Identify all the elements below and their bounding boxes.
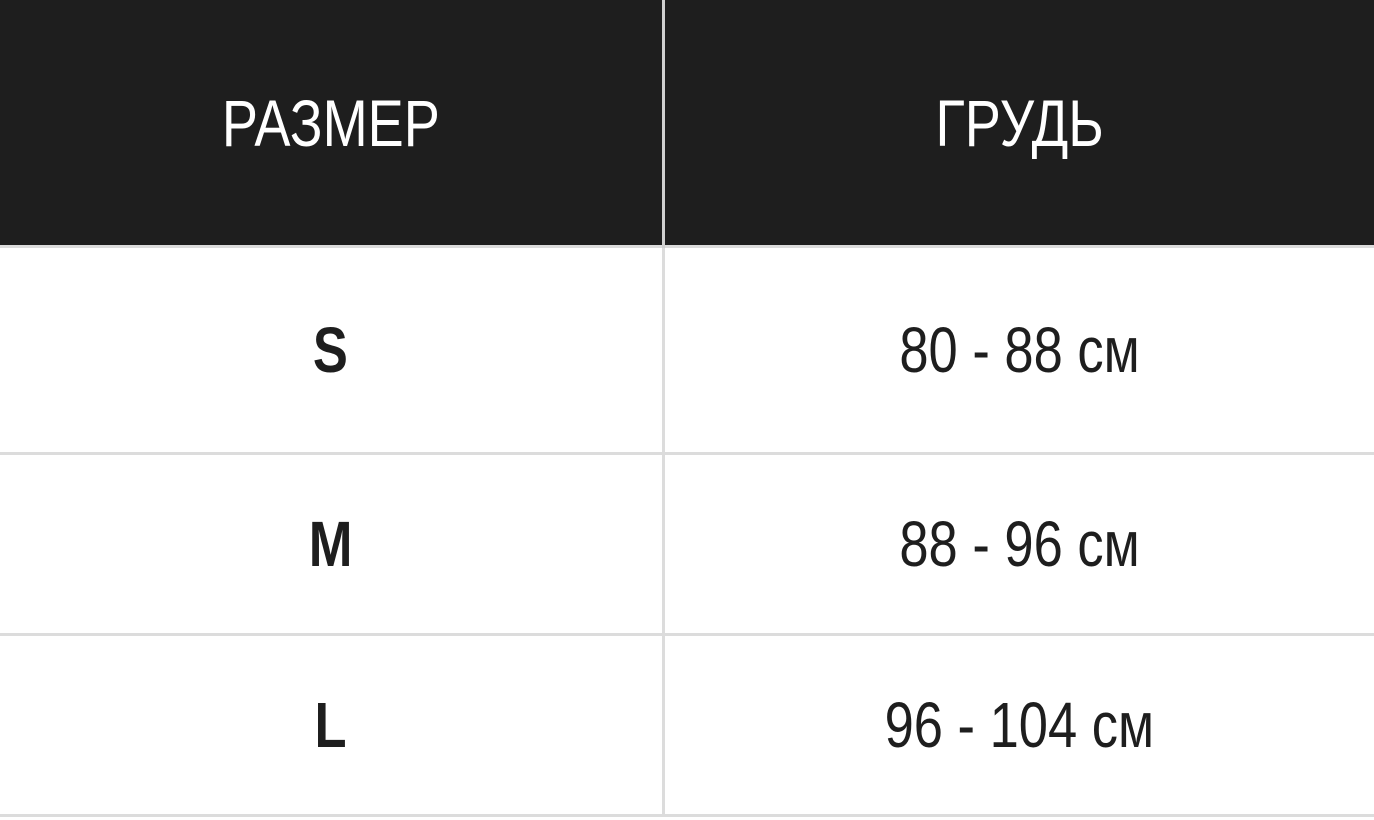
chest-cell: 88 - 96 см: [663, 452, 1374, 636]
header-chest: ГРУДЬ: [663, 0, 1374, 247]
header-row: РАЗМЕР ГРУДЬ: [0, 0, 1374, 247]
table-row: S 80 - 88 см: [0, 245, 1374, 455]
table-row: L 96 - 104 см: [0, 633, 1374, 817]
chest-cell: 80 - 88 см: [663, 245, 1374, 455]
header-size: РАЗМЕР: [0, 0, 665, 247]
chest-cell: 96 - 104 см: [663, 633, 1374, 817]
size-cell: L: [0, 633, 665, 817]
size-cell: S: [0, 245, 665, 455]
table-row: M 88 - 96 см: [0, 452, 1374, 636]
size-cell: M: [0, 452, 665, 636]
